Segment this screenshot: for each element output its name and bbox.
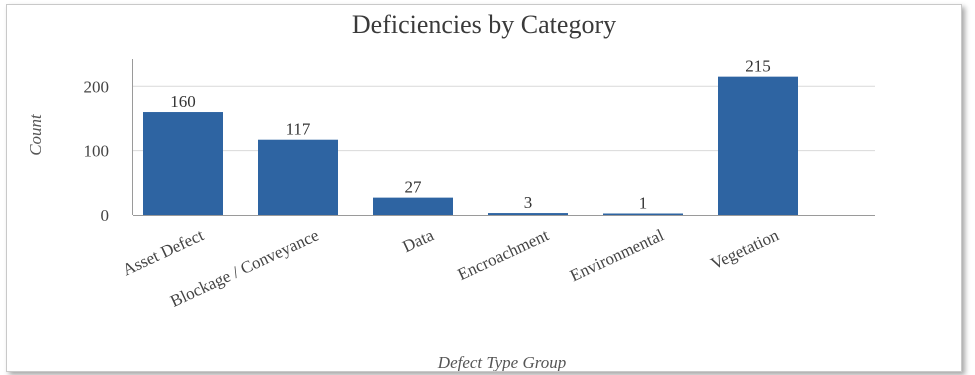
x-tick-label: Environmental — [567, 225, 667, 285]
bar[interactable] — [488, 213, 568, 215]
data-label: 3 — [524, 193, 533, 212]
y-tick-label: 200 — [84, 77, 110, 96]
bar[interactable] — [143, 112, 223, 215]
bar[interactable] — [373, 197, 453, 215]
y-tick-label: 100 — [84, 142, 110, 161]
bar[interactable] — [603, 213, 683, 216]
y-axis-title: Count — [26, 113, 45, 156]
chart-panel: Deficiencies by Category Count Defect Ty… — [6, 4, 962, 372]
x-tick-label: Asset Defect — [120, 225, 207, 279]
data-label: 1 — [639, 194, 648, 213]
data-label: 27 — [405, 178, 423, 197]
y-tick-label: 0 — [101, 206, 110, 225]
x-tick-label: Vegetation — [708, 225, 782, 273]
chart-title: Deficiencies by Category — [352, 10, 616, 39]
axes — [132, 59, 875, 216]
y-tick-labels: 0 100 200 — [84, 77, 110, 225]
x-tick-label: Encroachment — [455, 225, 552, 284]
bar[interactable] — [718, 76, 798, 215]
data-label: 117 — [286, 120, 311, 139]
bar-chart: Deficiencies by Category Count Defect Ty… — [26, 10, 875, 371]
x-axis-title: Defect Type Group — [437, 353, 566, 371]
x-tick-label: Data — [400, 225, 438, 256]
data-label: 160 — [170, 92, 196, 111]
data-labels: 160 117 27 3 1 215 — [170, 57, 771, 213]
bar[interactable] — [258, 139, 338, 215]
bars — [143, 76, 798, 216]
data-label: 215 — [745, 57, 771, 76]
